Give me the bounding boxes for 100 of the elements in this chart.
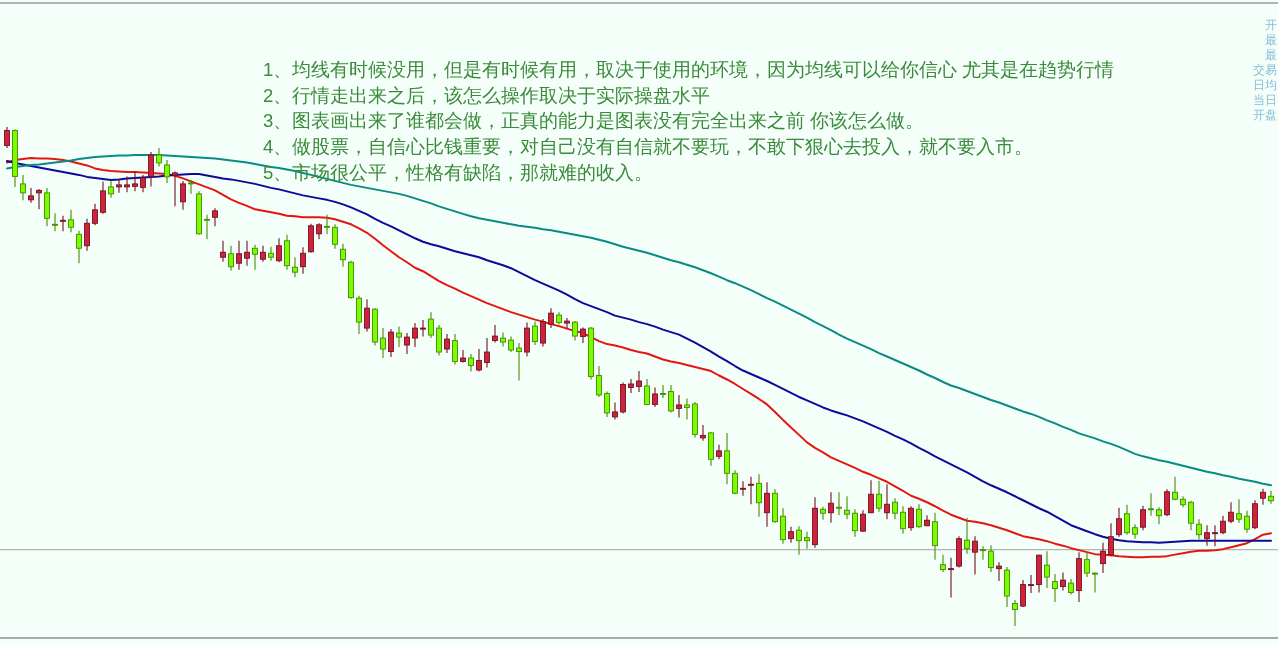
candlestick [524,322,530,358]
candlestick [1196,518,1202,540]
candlestick [92,203,98,226]
candlestick [1124,504,1130,536]
candlestick [1100,542,1106,574]
candlestick [836,491,842,516]
candlestick [652,386,658,408]
candlestick [740,480,746,497]
candlestick [1156,506,1162,525]
candlestick [796,525,802,556]
candlestick [36,188,42,210]
annotation: 4、做股票，自信心比钱重要，对自己没有自信就不要玩，不敢下狠心去投入，就不要入市。 [263,136,1034,158]
candlestick [1188,500,1194,531]
candlestick [700,424,706,442]
candlestick [1052,573,1058,603]
candlestick [436,324,442,357]
candlestick [156,147,162,167]
candlestick [172,170,178,207]
candlestick [180,180,186,211]
candlestick [404,332,410,355]
candlestick [516,342,522,382]
candlestick [1116,507,1122,538]
candlestick [276,237,282,263]
candlestick [980,545,986,561]
candlestick [1212,524,1218,547]
candlestick [932,512,938,561]
candlestick [868,479,874,514]
candlestick [764,481,770,528]
candlestick [148,151,154,187]
candlestick [676,394,682,418]
candlestick [244,240,250,267]
candlestick [28,187,34,204]
candlestick [132,170,138,192]
candlestick [756,473,762,518]
text: 最 [1265,33,1277,48]
candlestick [212,207,218,227]
candlestick [628,378,634,394]
candlestick [76,230,82,264]
candlestick [84,218,90,252]
candlestick [684,397,690,420]
candlestick [220,240,226,263]
text: 交易 [1253,63,1277,78]
candlestick [300,246,306,275]
candlestick [1044,550,1050,589]
candlestick [540,318,546,348]
text: 日均 [1253,78,1277,93]
candlestick [1236,498,1242,524]
candlestick [548,307,554,329]
candlestick [900,505,906,535]
candlestick [1060,572,1066,592]
candlestick [428,311,434,339]
candlestick [164,159,170,184]
candlestick [364,298,370,333]
candlestick [252,244,258,271]
candlestick [356,295,362,335]
candlestick [1252,499,1258,530]
candlestick [460,349,466,364]
candlestick [660,384,666,399]
candlestick [820,506,826,521]
candlestick [100,180,106,215]
candlestick [332,223,338,250]
candlestick [452,333,458,366]
candlestick [940,554,946,573]
candlestick [884,483,890,520]
candlestick [236,240,242,271]
candlestick [1148,492,1154,517]
candlestick [668,384,674,413]
candlestick [876,480,882,513]
candlestick [52,212,58,232]
candlestick [188,179,194,195]
candlestick [996,561,1002,582]
candlestick [116,178,122,194]
text: 开 [1265,18,1277,33]
candlestick [4,126,10,149]
candlestick [292,256,298,278]
candlestick [1020,579,1026,608]
candlestick [780,507,786,545]
candlestick [1220,515,1226,535]
candlestick [228,245,234,272]
candlestick [476,348,482,373]
candlestick [340,243,346,268]
text: 开盘 [1253,108,1277,123]
candlestick [1204,524,1210,547]
candlestick [60,215,66,232]
candlestick [844,495,850,520]
candlestick [988,544,994,573]
candlestick [948,557,954,599]
candlestick [1092,572,1098,594]
candlestick [388,328,394,358]
candlestick [596,365,602,398]
candlestick [532,321,538,346]
candlestick [964,517,970,555]
candlestick [1228,501,1234,524]
text: 当日 [1253,93,1277,108]
candlestick [1260,488,1266,506]
candlestick [380,327,386,359]
candlestick [1268,490,1274,505]
candlestick [500,332,506,348]
candlestick [1244,510,1250,534]
candlestick [892,497,898,520]
